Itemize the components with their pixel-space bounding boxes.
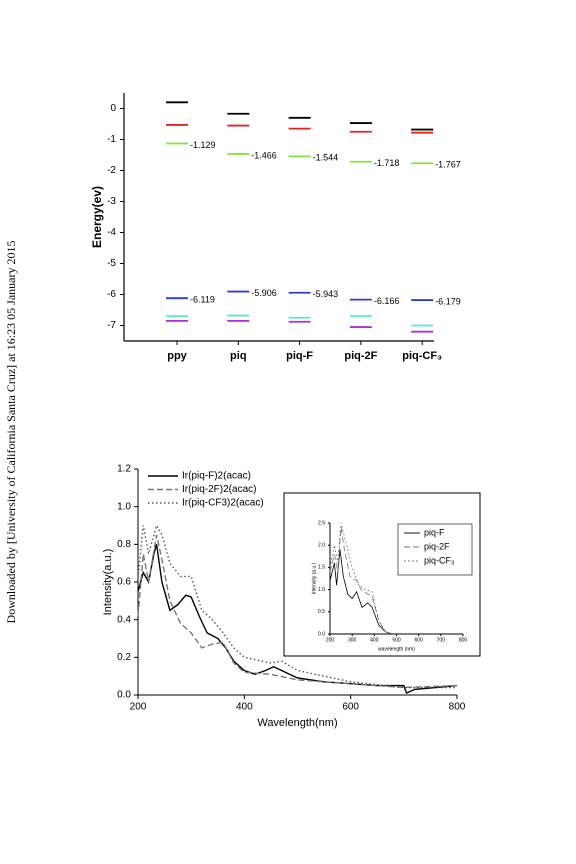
level-label: -1.718 (374, 158, 400, 168)
x-tick-label: 800 (459, 637, 468, 643)
x-tick-label: 600 (342, 702, 359, 713)
level-label: -1.129 (190, 140, 216, 150)
y-tick-label: 1.5 (318, 565, 325, 571)
y-axis-label: Energy(ev) (90, 186, 104, 248)
x-tick-label: 800 (449, 702, 466, 713)
level-label: -1.767 (435, 160, 461, 170)
x-tick-label: 200 (326, 637, 335, 643)
y-tick-label: 0.0 (117, 690, 131, 701)
y-tick-label: 2.5 (318, 520, 325, 526)
y-tick-label: 0.6 (117, 577, 131, 588)
spectrum-line (137, 534, 458, 689)
y-tick-label: 1.0 (117, 501, 131, 512)
legend-label: Ir(piq-F)2(acac) (182, 471, 251, 482)
y-tick-label: 0 (110, 103, 116, 114)
legend-label: piq-CF₃ (424, 555, 455, 565)
category-label: piq (230, 350, 247, 362)
legend-label: piq-2F (424, 541, 450, 551)
x-axis-label: wavelength (nm) (378, 646, 415, 652)
y-tick-label: -3 (107, 196, 116, 207)
legend-box (397, 523, 473, 576)
y-tick-label: 0.4 (117, 614, 131, 625)
download-note: Downloaded by [University of California … (4, 241, 18, 624)
level-label: -5.906 (251, 288, 277, 298)
y-tick-label: -5 (107, 258, 116, 269)
y-tick-label: -6 (107, 289, 116, 300)
y-tick-label: 0.5 (318, 609, 325, 615)
category-label: piq-2F (344, 350, 377, 362)
y-tick-label: 0.8 (117, 539, 131, 550)
legend-label: Ir(piq-2F)2(acac) (182, 484, 256, 495)
y-tick-label: 0.0 (318, 631, 325, 637)
y-tick-label: 2.0 (318, 543, 325, 549)
y-tick-label: -1 (107, 134, 116, 145)
y-tick-label: -7 (107, 320, 116, 331)
x-tick-label: 200 (130, 702, 147, 713)
legend-label: piq-F (424, 527, 445, 537)
y-axis-label: Intensity(a.u.) (102, 549, 114, 616)
x-tick-label: 600 (414, 637, 423, 643)
spectrum-line (137, 523, 457, 689)
y-tick-label: -2 (107, 165, 116, 176)
y-axis-label: Intensity (a.u.) (311, 562, 317, 594)
level-label: -1.466 (251, 150, 277, 160)
category-label: ppy (167, 350, 187, 362)
x-tick-label: 700 (437, 637, 446, 643)
x-tick-label: 400 (236, 702, 253, 713)
level-label: -1.544 (313, 153, 339, 163)
category-label: piq-F (286, 350, 313, 362)
spectrum-line (329, 549, 393, 635)
level-label: -6.179 (435, 296, 461, 306)
x-tick-label: 400 (370, 637, 379, 643)
x-tick-label: 300 (348, 637, 357, 643)
level-label: -6.119 (190, 295, 215, 305)
y-tick-label: 0.2 (117, 652, 131, 663)
y-tick-label: 1.0 (318, 587, 325, 593)
y-tick-label: -4 (107, 227, 116, 238)
x-tick-label: 500 (392, 637, 401, 643)
x-axis-label: Wavelength(nm) (257, 717, 337, 729)
legend-label: Ir(piq-CF3)2(acac) (182, 498, 264, 509)
level-label: -6.166 (374, 296, 400, 306)
spectrum-line (329, 527, 393, 635)
level-label: -5.943 (313, 289, 339, 299)
spectrum-line (329, 522, 393, 635)
y-tick-label: 1.2 (117, 464, 131, 475)
category-label: piq-CF₃ (402, 350, 442, 362)
